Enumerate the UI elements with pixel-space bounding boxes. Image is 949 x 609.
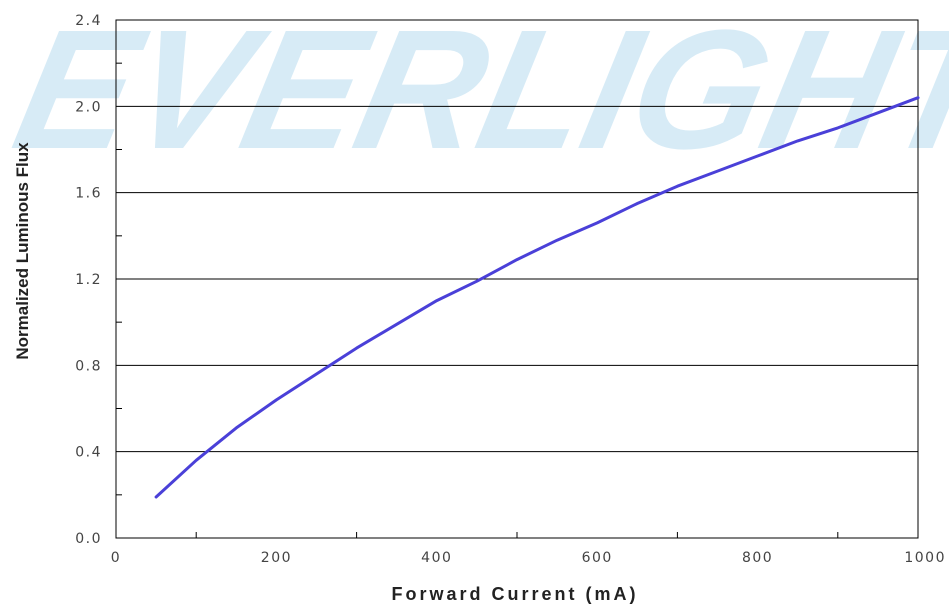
plot-frame	[115, 19, 919, 539]
y-tick-label: 0.4	[75, 445, 102, 461]
y-tick-label: 2.0	[75, 99, 102, 115]
x-minor-ticks	[195, 532, 839, 538]
x-tick-label: 0	[111, 550, 121, 566]
y-tick-label: 1.2	[75, 272, 102, 288]
y-tick-label: 0.0	[75, 531, 102, 547]
x-tick-label: 1000	[904, 550, 946, 566]
series-line	[154, 96, 920, 499]
y-minor-ticks	[116, 62, 122, 496]
y-tick-label: 1.6	[75, 186, 102, 202]
watermark-logo: EVERLIGHT	[1, 0, 949, 185]
y-tick-label: 0.8	[75, 358, 102, 374]
x-tick-labels: 0 200 400 600 800 1000	[111, 550, 946, 566]
x-tick-label: 600	[582, 550, 613, 566]
series-layer	[154, 96, 920, 499]
x-tick-label: 200	[261, 550, 292, 566]
y-axis-title: Normalized Luminous Flux	[13, 142, 32, 360]
x-tick-label: 800	[742, 550, 773, 566]
y-tick-label: 2.4	[75, 13, 102, 29]
x-axis-title: Forward Current (mA)	[391, 584, 638, 604]
x-tick-label: 400	[421, 550, 452, 566]
y-tick-labels: 0.0 0.4 0.8 1.2 1.6 2.0 2.4	[75, 13, 102, 547]
